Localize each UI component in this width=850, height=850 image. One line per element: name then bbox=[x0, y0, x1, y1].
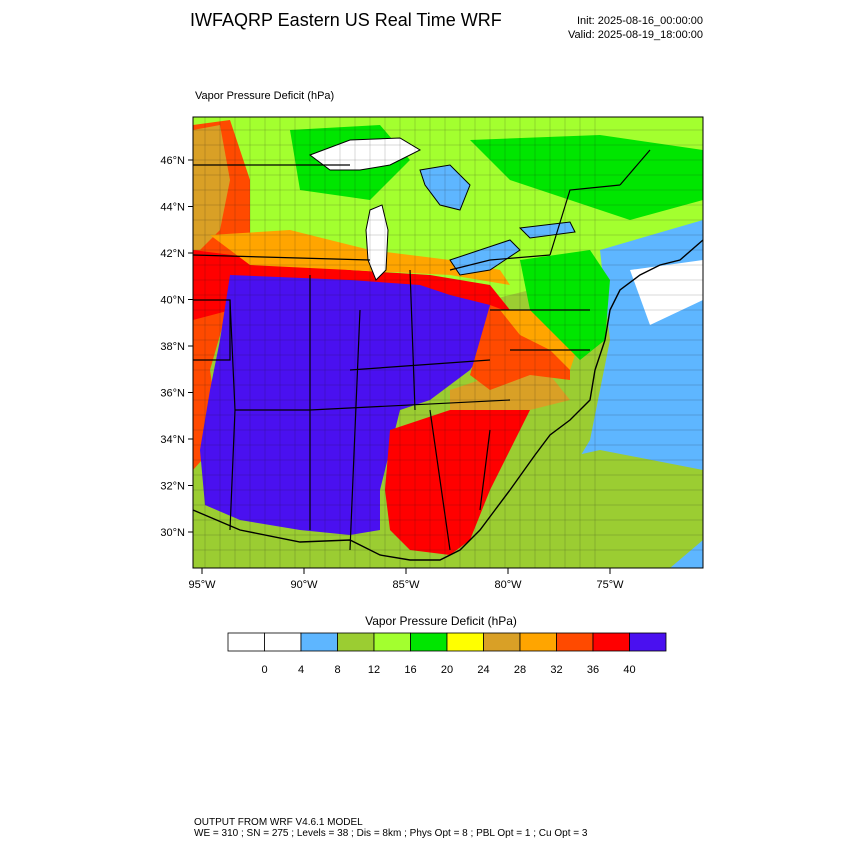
colorbar-tick-label: 28 bbox=[514, 664, 526, 676]
colorbar-swatch bbox=[519, 632, 557, 652]
colorbar-tick-label: 24 bbox=[477, 664, 489, 676]
page-title: IWFAQRP Eastern US Real Time WRF bbox=[190, 10, 502, 30]
lat-tick-label: 32°N bbox=[160, 481, 185, 493]
vpd-map: 46°N 44°N 42°N 40°N 38°N 36°N 34°N 32°N 30°N 95°… bbox=[160, 116, 704, 676]
valid-time: Valid: 2025-08-19_18:00:00 bbox=[568, 29, 703, 41]
run-times: Init: 2025-08-16_00:00:00 Valid: 2025-08… bbox=[568, 14, 703, 42]
colorbar: 0 4 8 12 16 20 24 28 32 36 40 bbox=[227, 632, 667, 676]
lat-tick-label: 44°N bbox=[160, 202, 185, 214]
lon-tick-label: 80°W bbox=[494, 579, 522, 591]
colorbar-tick-label: 16 bbox=[404, 664, 416, 676]
lat-tick-label: 30°N bbox=[160, 527, 185, 539]
colorbar-swatch bbox=[373, 632, 411, 652]
lat-tick-label: 34°N bbox=[160, 434, 185, 446]
colorbar-tick-label: 12 bbox=[368, 664, 380, 676]
colorbar-tick-label: 4 bbox=[298, 664, 304, 676]
footer-line2: WE = 310 ; SN = 275 ; Levels = 38 ; Dis … bbox=[194, 828, 588, 839]
colorbar-title: Vapor Pressure Deficit (hPa) bbox=[365, 614, 517, 628]
longitude-axis: 95°W 90°W 85°W 80°W 75°W bbox=[188, 568, 624, 591]
colorbar-swatch bbox=[410, 632, 448, 652]
map-frame bbox=[192, 116, 704, 569]
colorbar-tick-label: 0 bbox=[261, 664, 267, 676]
footer-line1: OUTPUT FROM WRF V4.6.1 MODEL bbox=[194, 817, 363, 828]
lon-tick-label: 90°W bbox=[290, 579, 318, 591]
colorbar-swatch bbox=[227, 632, 265, 652]
colorbar-tick-label: 36 bbox=[587, 664, 599, 676]
lon-tick-label: 75°W bbox=[596, 579, 624, 591]
latitude-axis: 46°N 44°N 42°N 40°N 38°N 36°N 34°N 32°N 30°N bbox=[160, 155, 193, 539]
lon-tick-label: 85°W bbox=[392, 579, 420, 591]
colorbar-swatch bbox=[264, 632, 302, 652]
map-caption: Vapor Pressure Deficit (hPa) bbox=[195, 90, 335, 102]
lat-tick-label: 38°N bbox=[160, 341, 185, 353]
colorbar-tick-label: 20 bbox=[441, 664, 453, 676]
coastline bbox=[193, 239, 703, 561]
colorbar-swatch bbox=[483, 632, 521, 652]
colorbar-tick-label: 8 bbox=[334, 664, 340, 676]
lat-tick-label: 40°N bbox=[160, 295, 185, 307]
lat-tick-label: 42°N bbox=[160, 248, 185, 260]
map-fill bbox=[193, 117, 703, 568]
lat-tick-label: 46°N bbox=[160, 155, 185, 167]
county-grid bbox=[193, 117, 703, 568]
lat-tick-label: 36°N bbox=[160, 388, 185, 400]
colorbar-swatch bbox=[592, 632, 630, 652]
colorbar-tick-label: 32 bbox=[550, 664, 562, 676]
footer: OUTPUT FROM WRF V4.6.1 MODEL WE = 310 ; … bbox=[194, 817, 587, 839]
colorbar-swatch bbox=[556, 632, 594, 652]
init-time: Init: 2025-08-16_00:00:00 bbox=[577, 15, 703, 27]
colorbar-swatch bbox=[300, 632, 338, 652]
colorbar-tick-label: 40 bbox=[623, 664, 635, 676]
colorbar-swatch bbox=[446, 632, 484, 652]
colorbar-swatch bbox=[629, 632, 667, 652]
lon-tick-label: 95°W bbox=[188, 579, 216, 591]
colorbar-swatch bbox=[337, 632, 375, 652]
